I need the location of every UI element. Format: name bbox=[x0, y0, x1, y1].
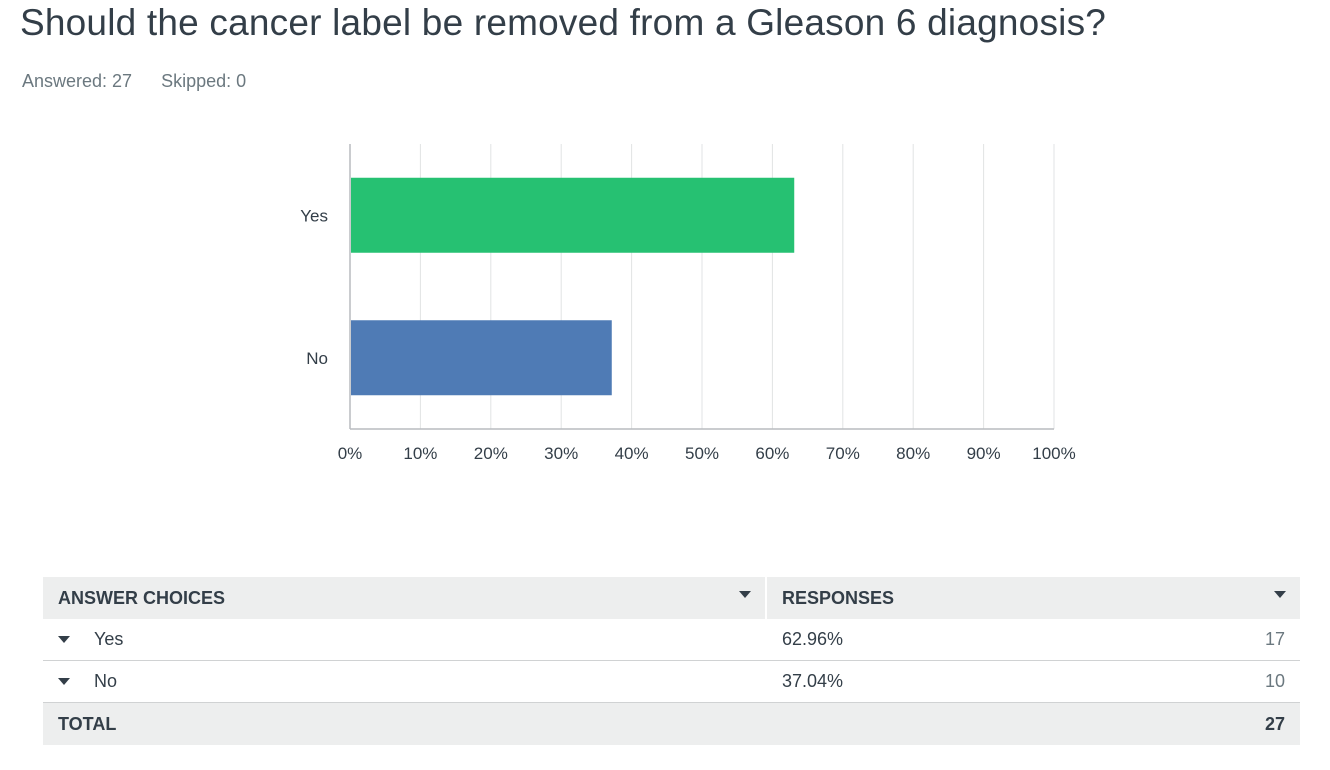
answer-choices-header-label: ANSWER CHOICES bbox=[58, 587, 226, 608]
x-tick-label: 90% bbox=[967, 444, 1001, 463]
table-row: Yes 62.96% 17 bbox=[43, 619, 1300, 661]
y-category-label: No bbox=[306, 349, 328, 368]
response-percent: 37.04% bbox=[782, 671, 844, 691]
expand-caret-icon[interactable] bbox=[58, 636, 70, 643]
x-tick-label: 70% bbox=[826, 444, 860, 463]
bar-yes bbox=[351, 177, 795, 253]
response-percent: 62.96% bbox=[782, 629, 844, 649]
chart-svg: 0% 10% 20% 30% 40% 50% 60% 70% 80% 90% 100% Yes No bbox=[300, 144, 1076, 463]
response-cell: 37.04% 10 bbox=[767, 661, 1300, 702]
bar-no bbox=[351, 320, 612, 396]
answer-choice-label: Yes bbox=[94, 629, 124, 649]
responses-header[interactable]: RESPONSES bbox=[767, 577, 1300, 619]
expand-caret-icon[interactable] bbox=[58, 678, 70, 685]
x-tick-label: 80% bbox=[896, 444, 930, 463]
response-stats: Answered: 27 Skipped: 0 bbox=[22, 71, 270, 92]
x-tick-label: 100% bbox=[1032, 444, 1075, 463]
total-count: 27 bbox=[1264, 713, 1285, 734]
skipped-count: Skipped: 0 bbox=[161, 71, 247, 91]
sort-caret-icon[interactable] bbox=[1274, 591, 1286, 598]
responses-header-label: RESPONSES bbox=[782, 587, 895, 608]
response-count: 10 bbox=[1264, 671, 1285, 691]
total-label-cell: TOTAL bbox=[43, 703, 767, 745]
x-tick-label: 20% bbox=[474, 444, 508, 463]
responses-table: ANSWER CHOICES RESPONSES Yes 62.96% 17 N… bbox=[43, 577, 1300, 745]
x-tick-label: 40% bbox=[615, 444, 649, 463]
x-tick-label: 10% bbox=[403, 444, 437, 463]
response-bar-chart: 0% 10% 20% 30% 40% 50% 60% 70% 80% 90% 100% Yes No bbox=[300, 144, 1076, 463]
response-cell: 62.96% 17 bbox=[767, 619, 1300, 660]
sort-caret-icon[interactable] bbox=[739, 591, 751, 598]
y-category-label: Yes bbox=[300, 206, 328, 225]
answer-choices-header[interactable]: ANSWER CHOICES bbox=[43, 577, 767, 619]
response-count: 17 bbox=[1264, 629, 1285, 649]
total-label: TOTAL bbox=[58, 713, 117, 734]
question-title: Should the cancer label be removed from … bbox=[20, 2, 1107, 43]
answered-count: Answered: 27 bbox=[22, 71, 133, 91]
answer-choice-cell: Yes bbox=[43, 619, 767, 660]
answer-choice-label: No bbox=[94, 671, 118, 691]
table-header-row: ANSWER CHOICES RESPONSES bbox=[43, 577, 1300, 619]
x-tick-label: 0% bbox=[338, 444, 363, 463]
answer-choice-cell: No bbox=[43, 661, 767, 702]
x-tick-label: 60% bbox=[755, 444, 789, 463]
total-count-cell: 27 bbox=[767, 703, 1300, 745]
x-tick-label: 50% bbox=[685, 444, 719, 463]
table-row: No 37.04% 10 bbox=[43, 661, 1300, 703]
table-total-row: TOTAL 27 bbox=[43, 703, 1300, 745]
x-tick-label: 30% bbox=[544, 444, 578, 463]
